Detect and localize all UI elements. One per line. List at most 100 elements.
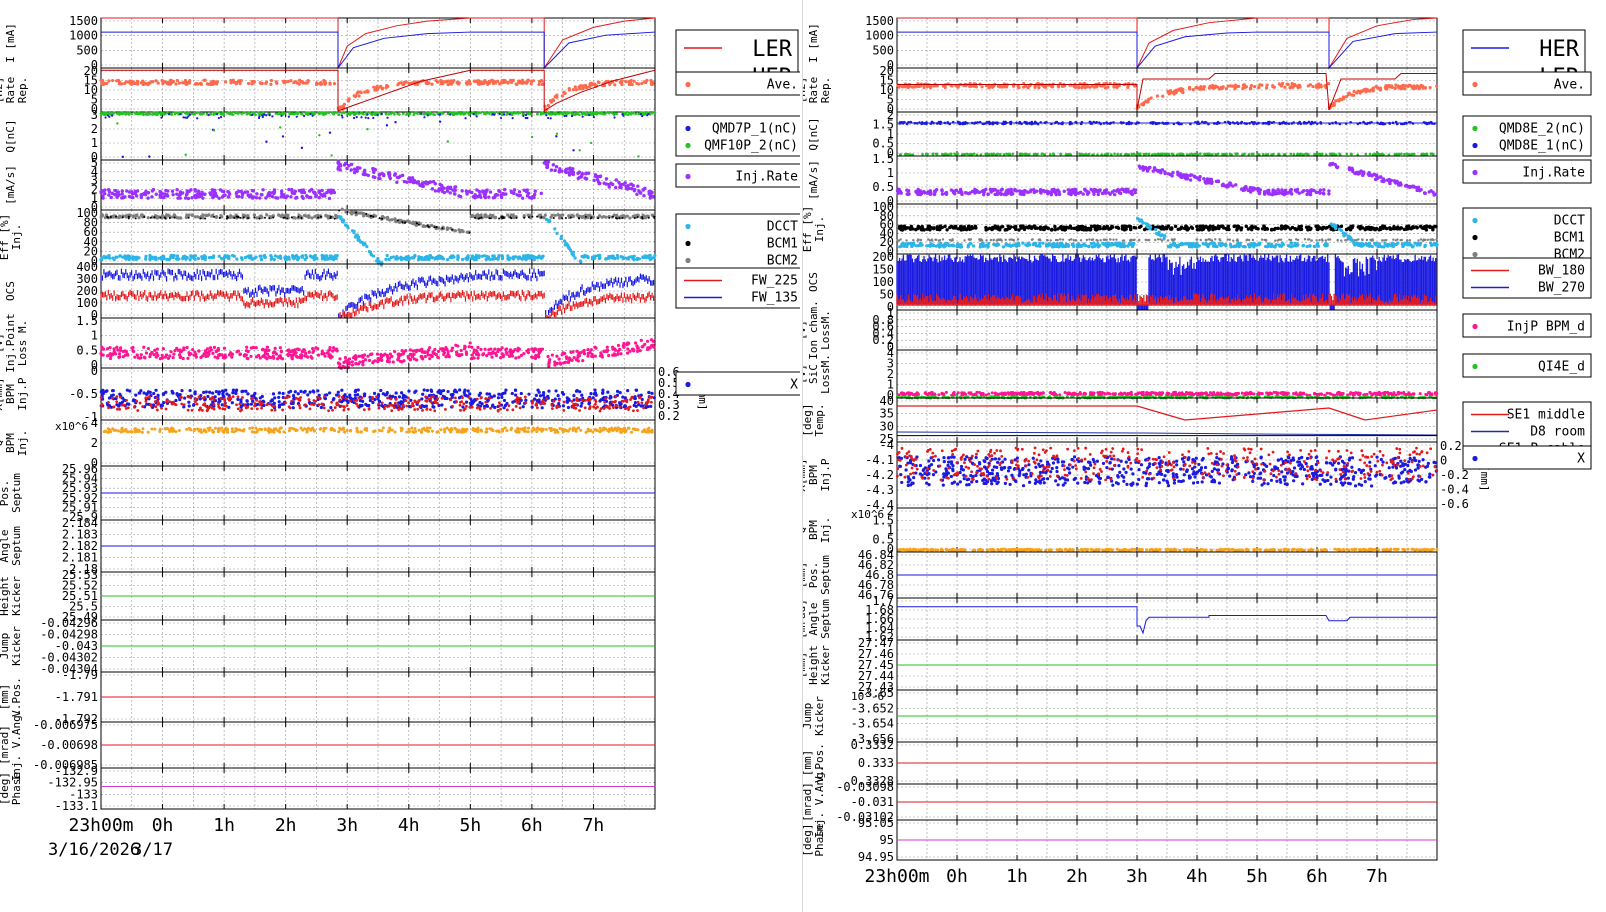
eff-bcm2-point bbox=[134, 214, 138, 218]
loss-inj-point bbox=[618, 347, 622, 352]
rep-rate-point bbox=[590, 83, 594, 87]
inj-rate-point bbox=[617, 180, 621, 185]
inj-rate-point bbox=[580, 173, 584, 177]
rep-rate-point bbox=[100, 79, 104, 83]
charge-point-QMF10P_2 bbox=[362, 112, 365, 116]
charge-point-QMF10P_2 bbox=[642, 111, 645, 115]
loss-inj-point bbox=[222, 355, 226, 359]
inj-rate-point bbox=[596, 180, 601, 184]
eff-dcct-point bbox=[530, 255, 534, 259]
eff-dcct-point bbox=[401, 257, 406, 261]
charge-point-QMF10P_2 bbox=[173, 112, 177, 116]
inj-rate-point bbox=[483, 195, 488, 200]
eff-dcct-point bbox=[389, 255, 393, 260]
eff-dcct-point bbox=[358, 239, 362, 243]
y-axis-label-line: BPM bbox=[4, 384, 17, 404]
bpm-y-point bbox=[189, 396, 193, 400]
eff-dcct-point bbox=[272, 257, 276, 262]
inj-rate-point bbox=[610, 182, 615, 187]
inj-rate-point bbox=[326, 189, 331, 194]
inj-rate-point bbox=[604, 177, 609, 181]
loss-inj-point bbox=[146, 346, 150, 351]
inj-rate-point bbox=[569, 171, 573, 175]
bpm-x-point bbox=[608, 401, 612, 405]
bpm-x-point bbox=[353, 389, 357, 394]
loss-inj-point bbox=[301, 349, 305, 353]
eff-dcct-point bbox=[477, 254, 481, 258]
rep-rate-point bbox=[315, 82, 319, 86]
bpm-x-point bbox=[161, 392, 166, 396]
inj-rate-point bbox=[317, 189, 321, 194]
eff-dcct-point bbox=[506, 254, 510, 258]
inj-rate-point bbox=[636, 184, 640, 188]
loss-inj-point bbox=[553, 360, 557, 364]
charge-point-QMF10P_2 bbox=[384, 112, 388, 116]
charge-point-QMF10P_2 bbox=[374, 111, 378, 115]
loss-inj-point bbox=[320, 349, 324, 353]
loss-inj-point bbox=[345, 360, 349, 365]
eff-bcm1-point bbox=[468, 231, 471, 234]
loss-inj-point bbox=[295, 347, 300, 351]
bpm-x-point bbox=[425, 388, 430, 393]
bpm-x-point bbox=[649, 404, 653, 408]
charge-point-QMD7P_1 bbox=[280, 114, 283, 117]
charge-point-QMF10P_2 bbox=[151, 113, 154, 116]
loss-inj-point bbox=[181, 356, 185, 361]
bpm-y-point bbox=[421, 408, 424, 412]
eff-dcct-point bbox=[646, 254, 651, 258]
loss-inj-point bbox=[354, 362, 358, 366]
bpm-x-point bbox=[493, 405, 497, 410]
rep-rate-point bbox=[264, 81, 268, 85]
eff-dcct-point bbox=[127, 257, 131, 262]
inj-rate-point bbox=[395, 180, 399, 185]
eff-dcct-point bbox=[346, 226, 350, 230]
eff-dcct-point bbox=[418, 256, 422, 260]
eff-bcm2-point bbox=[556, 213, 560, 217]
charge-point-QMD7P_1 bbox=[570, 114, 574, 118]
loss-inj-point bbox=[213, 355, 217, 359]
rep-rate-point bbox=[199, 81, 203, 85]
inj-rate-point bbox=[201, 196, 205, 200]
eff-bcm2-point bbox=[292, 215, 296, 220]
eff-bcm1-point bbox=[106, 215, 109, 218]
eff-bcm2-point bbox=[553, 213, 557, 218]
charge-point-QMD7P_1 bbox=[524, 113, 528, 117]
charge-point-QMD7P_1 bbox=[258, 115, 261, 118]
legend-box bbox=[675, 71, 800, 96]
inj-rate-point bbox=[211, 189, 215, 193]
charge-point-QMD7P_1 bbox=[439, 113, 442, 116]
charge-point-QMF10P_2 bbox=[476, 111, 480, 115]
loss-inj-point bbox=[135, 353, 139, 357]
y-tick-label: 5 bbox=[91, 156, 98, 170]
y-axis-label-line: Loss M. bbox=[16, 320, 29, 366]
inj-rate-point bbox=[518, 193, 522, 198]
inj-rate-point bbox=[387, 172, 392, 176]
eff-bcm2-point bbox=[228, 215, 232, 220]
rep-rate-point bbox=[436, 80, 440, 84]
legend-label: BCM1 bbox=[767, 237, 798, 252]
eff-bcm1-point bbox=[441, 227, 444, 230]
inj-rate-point bbox=[193, 193, 197, 198]
eff-bcm2-point bbox=[361, 214, 366, 218]
charge-point-QMF10P_2 bbox=[541, 111, 544, 115]
eff-bcm2-point bbox=[104, 213, 109, 217]
inj-rate-point bbox=[502, 192, 506, 196]
bpm-x-point bbox=[288, 389, 293, 393]
rep-rate-point bbox=[177, 81, 182, 85]
inj-rate-point bbox=[520, 196, 525, 200]
y-tick-label: -1 bbox=[84, 410, 98, 424]
rep-rate-point bbox=[234, 82, 238, 86]
loss-inj-point bbox=[393, 349, 397, 354]
loss-inj-point bbox=[209, 348, 213, 352]
rep-rate-point bbox=[526, 79, 530, 83]
loss-inj-point bbox=[396, 358, 400, 362]
eff-bcm1-point bbox=[143, 215, 146, 218]
bpm-x-point bbox=[180, 389, 184, 393]
inj-rate-point bbox=[630, 187, 634, 191]
inj-rate-point bbox=[499, 195, 504, 200]
y-tick-label: 1 bbox=[91, 136, 98, 150]
inj-rate-point bbox=[442, 186, 446, 190]
rep-rate-point bbox=[125, 80, 129, 84]
